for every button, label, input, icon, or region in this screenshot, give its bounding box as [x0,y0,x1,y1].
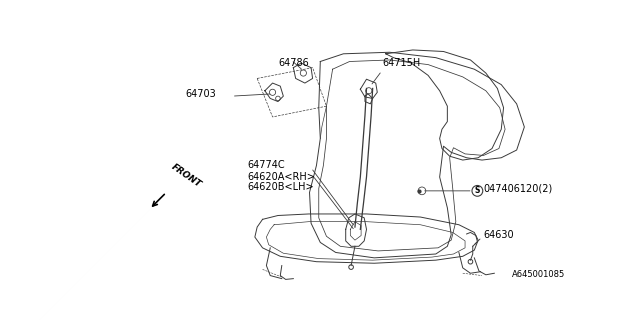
Text: A645001085: A645001085 [512,270,565,279]
Text: 64703: 64703 [186,89,216,99]
Text: 64786: 64786 [278,58,308,68]
Text: 64630: 64630 [484,230,514,240]
Text: 64715H: 64715H [382,58,420,68]
Text: FRONT: FRONT [170,162,204,189]
Text: S: S [475,186,480,195]
Text: 64620B<LH>: 64620B<LH> [247,182,314,192]
Text: 64774C: 64774C [247,160,285,171]
Text: 64620A<RH>: 64620A<RH> [247,172,315,182]
Text: 047406120(2): 047406120(2) [484,184,553,194]
